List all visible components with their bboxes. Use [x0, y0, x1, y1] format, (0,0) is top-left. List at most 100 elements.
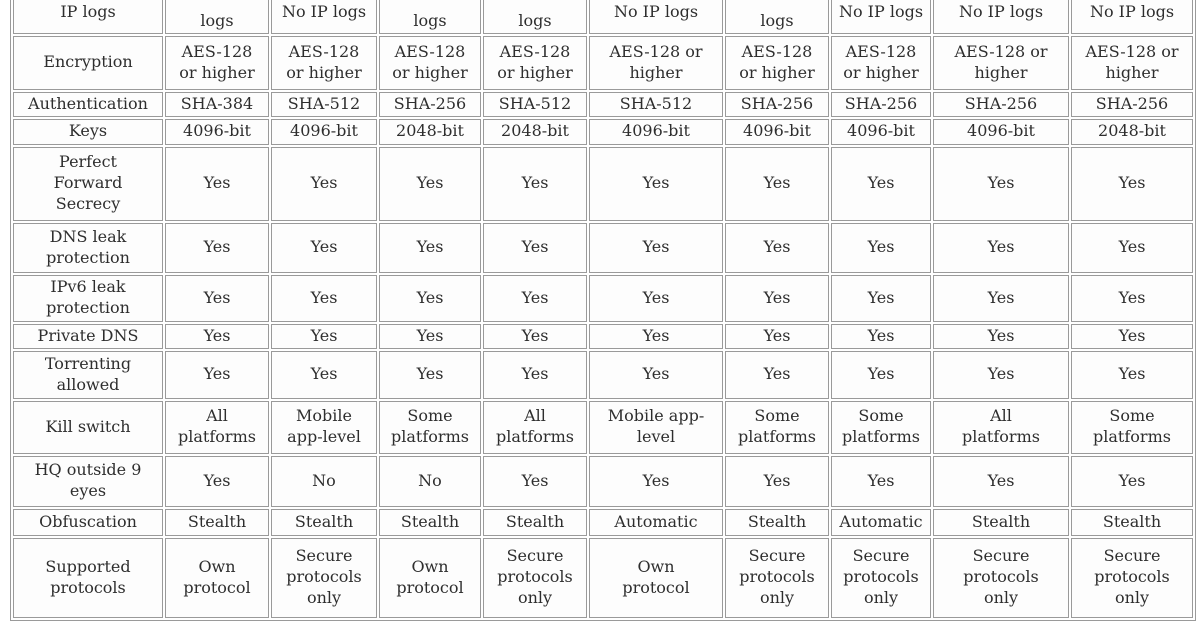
feature-label-cell: DNS leak protection: [13, 222, 163, 273]
feature-value-cell: Yes: [831, 350, 931, 399]
feature-value-cell: Yes: [933, 350, 1069, 399]
feature-value-cell: Mobile app-level: [271, 400, 377, 454]
feature-value-cell: All platforms: [483, 400, 587, 454]
feature-value-cell: Yes: [1071, 350, 1193, 399]
feature-value-cell: Yes: [483, 274, 587, 322]
feature-label-cell: Private DNS: [13, 323, 163, 349]
feature-value-cell: SHA-256: [725, 91, 829, 117]
feature-value-cell: Yes: [725, 146, 829, 221]
feature-value-cell: Secure protocols only: [933, 537, 1069, 618]
feature-value-cell: No IP logs: [831, 0, 931, 34]
feature-value-cell: Stealth: [483, 508, 587, 536]
feature-label-cell: Authentication: [13, 91, 163, 117]
feature-value-cell: 4096-bit: [725, 118, 829, 145]
feature-value-cell: SHA-512: [271, 91, 377, 117]
feature-value-cell: Yes: [165, 274, 269, 322]
feature-value-cell: Yes: [831, 222, 931, 273]
feature-value-cell: Yes: [725, 274, 829, 322]
feature-value-cell: logs: [165, 0, 269, 34]
feature-value-cell: Yes: [589, 274, 723, 322]
feature-value-cell: Some platforms: [725, 400, 829, 454]
table-row: Obfuscation Stealth Stealth Stealth Stealth A…: [13, 508, 1193, 536]
feature-label-cell: Encryption: [13, 35, 163, 90]
feature-value-cell: Yes: [271, 323, 377, 349]
feature-value-cell: Yes: [589, 146, 723, 221]
feature-value-cell: Yes: [725, 455, 829, 507]
feature-value-cell: 4096-bit: [165, 118, 269, 145]
feature-label-cell: IPv6 leak protection: [13, 274, 163, 322]
feature-value-cell: No IP logs: [589, 0, 723, 34]
feature-value-cell: Yes: [933, 455, 1069, 507]
feature-value-cell: AES-128 or higher: [725, 35, 829, 90]
table-row: Perfect Forward Secrecy Yes Yes Yes Yes Yes Ye…: [13, 146, 1193, 221]
feature-value-cell: 4096-bit: [933, 118, 1069, 145]
feature-value-cell: Stealth: [933, 508, 1069, 536]
feature-value-cell: No: [379, 455, 481, 507]
feature-value-cell: 4096-bit: [271, 118, 377, 145]
feature-value-cell: Yes: [725, 222, 829, 273]
table-row: IPv6 leak protection Yes Yes Yes Yes Yes Yes Ye…: [13, 274, 1193, 322]
feature-value-cell: Yes: [1071, 274, 1193, 322]
table-row: HQ outside 9 eyes Yes No No Yes Yes Yes Yes Yes Y…: [13, 455, 1193, 507]
feature-value-cell: Yes: [725, 323, 829, 349]
feature-value-cell: No IP logs: [1071, 0, 1193, 34]
feature-value-cell: Yes: [483, 222, 587, 273]
feature-value-cell: Stealth: [165, 508, 269, 536]
feature-value-cell: logs: [483, 0, 587, 34]
table-row: Authentication SHA-384 SHA-512 SHA-256 SHA-5…: [13, 91, 1193, 117]
feature-value-cell: Yes: [589, 455, 723, 507]
comparison-table-body: IP logs logs No IP logs logs logs No IP logs l…: [13, 0, 1193, 618]
feature-value-cell: 2048-bit: [1071, 118, 1193, 145]
table-row: Keys 4096-bit 4096-bit 2048-bit 2048-bit 4096…: [13, 118, 1193, 145]
feature-value-cell: All platforms: [165, 400, 269, 454]
feature-value-cell: Yes: [483, 323, 587, 349]
feature-value-cell: Yes: [379, 222, 481, 273]
feature-value-cell: Yes: [483, 350, 587, 399]
feature-value-cell: Yes: [165, 455, 269, 507]
feature-value-cell: Yes: [271, 274, 377, 322]
feature-value-cell: Yes: [831, 274, 931, 322]
feature-value-cell: Secure protocols only: [725, 537, 829, 618]
feature-value-cell: logs: [725, 0, 829, 34]
table-row: Torrenting allowed Yes Yes Yes Yes Yes Yes Yes Y…: [13, 350, 1193, 399]
feature-label-cell: Torrenting allowed: [13, 350, 163, 399]
feature-value-cell: Yes: [271, 146, 377, 221]
table-row: Kill switch All platforms Mobile app-level…: [13, 400, 1193, 454]
feature-value-cell: SHA-256: [379, 91, 481, 117]
feature-value-cell: Yes: [379, 350, 481, 399]
feature-label-cell: Obfuscation: [13, 508, 163, 536]
vpn-comparison-table: IP logs logs No IP logs logs logs No IP logs l…: [10, 0, 1196, 621]
table-row: Private DNS Yes Yes Yes Yes Yes Yes Yes Yes Yes: [13, 323, 1193, 349]
table-row: Encryption AES-128 or higher AES-128 or hi…: [13, 35, 1193, 90]
feature-value-cell: 2048-bit: [483, 118, 587, 145]
feature-value-cell: Stealth: [725, 508, 829, 536]
feature-value-cell: AES-128 or higher: [1071, 35, 1193, 90]
feature-value-cell: SHA-512: [589, 91, 723, 117]
feature-value-cell: Yes: [1071, 455, 1193, 507]
feature-value-cell: Yes: [1071, 323, 1193, 349]
feature-value-cell: SHA-256: [933, 91, 1069, 117]
feature-value-cell: Stealth: [271, 508, 377, 536]
feature-value-cell: AES-128 or higher: [589, 35, 723, 90]
feature-value-cell: Yes: [933, 323, 1069, 349]
feature-value-cell: Yes: [271, 222, 377, 273]
feature-value-cell: Yes: [589, 323, 723, 349]
feature-value-cell: SHA-512: [483, 91, 587, 117]
feature-value-cell: SHA-384: [165, 91, 269, 117]
feature-value-cell: Secure protocols only: [831, 537, 931, 618]
feature-value-cell: Yes: [589, 222, 723, 273]
feature-value-cell: Yes: [589, 350, 723, 399]
feature-value-cell: Automatic: [589, 508, 723, 536]
feature-value-cell: Mobile app- level: [589, 400, 723, 454]
feature-value-cell: Yes: [165, 222, 269, 273]
feature-label-cell: Perfect Forward Secrecy: [13, 146, 163, 221]
feature-value-cell: No IP logs: [933, 0, 1069, 34]
feature-value-cell: Yes: [725, 350, 829, 399]
feature-value-cell: Yes: [933, 146, 1069, 221]
feature-value-cell: logs: [379, 0, 481, 34]
feature-value-cell: Secure protocols only: [483, 537, 587, 618]
feature-value-cell: Yes: [165, 323, 269, 349]
feature-value-cell: Stealth: [379, 508, 481, 536]
feature-value-cell: Some platforms: [831, 400, 931, 454]
feature-value-cell: Own protocol: [165, 537, 269, 618]
